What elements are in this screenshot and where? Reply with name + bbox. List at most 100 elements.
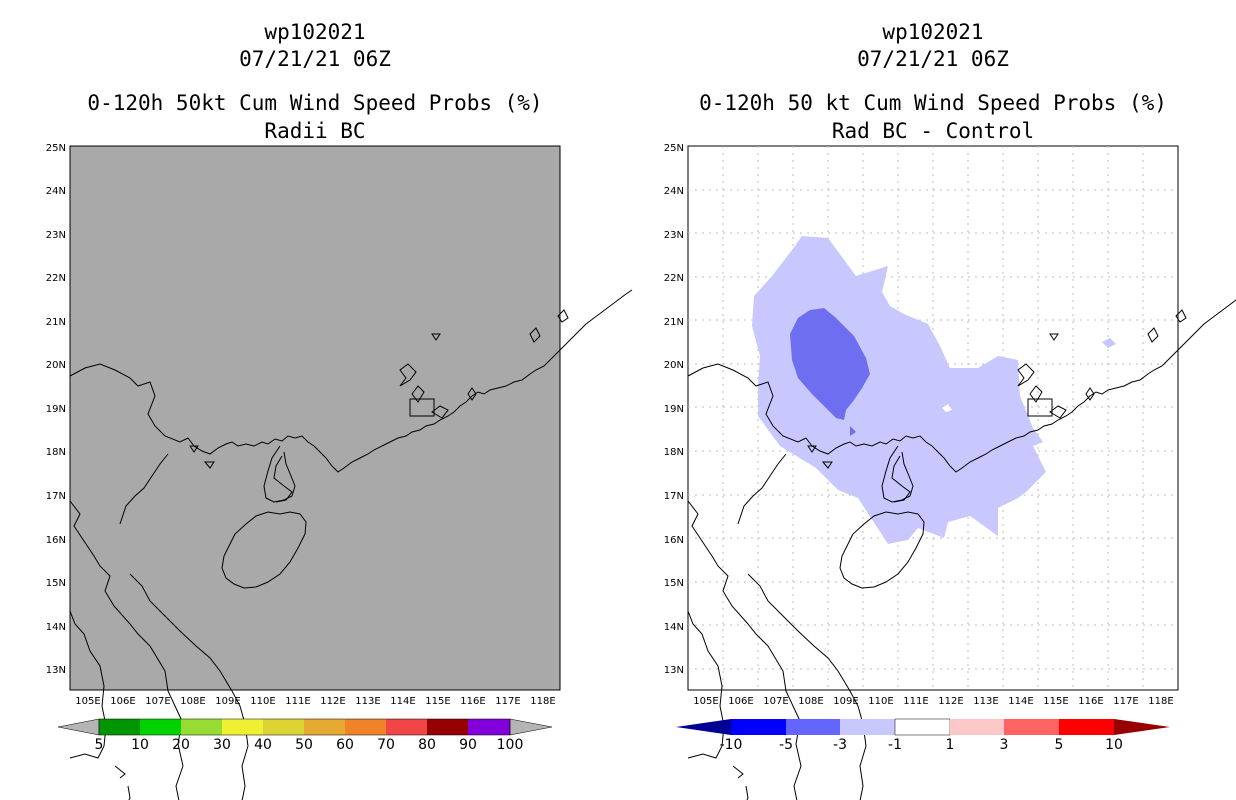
right-colorbar-label: 10: [1105, 737, 1123, 753]
left-colorbar-labels: 5 10 20 30 40 50 60 70 80 90 100: [95, 737, 524, 753]
right-lon-label: 108E: [798, 696, 823, 707]
left-map-panel: [69, 145, 633, 800]
right-lat-label: 18N: [664, 447, 684, 458]
right-colorbar-labels: -10 -5 -3 -1 1 3 5 10: [720, 737, 1123, 753]
left-colorbar-label: 50: [295, 737, 313, 753]
left-title-datetime: 07/21/21 06Z: [239, 47, 391, 71]
left-lon-label: 115E: [425, 696, 450, 707]
white-hole: [942, 404, 952, 412]
left-lon-label: 107E: [145, 696, 170, 707]
left-colorbar-swatch: [99, 719, 140, 735]
left-lon-label: 117E: [495, 696, 520, 707]
left-lon-label: 109E: [215, 696, 240, 707]
right-lat-label: 14N: [664, 622, 684, 633]
left-colorbar-swatch: [427, 719, 468, 735]
left-colorbar-swatch: [263, 719, 304, 735]
right-lat-label: 19N: [664, 404, 684, 415]
left-lat-label: 15N: [46, 578, 66, 589]
right-title-product: 0-120h 50 kt Cum Wind Speed Probs (%): [699, 91, 1167, 115]
right-title-subtitle: Rad BC - Control: [831, 119, 1035, 143]
right-colorbar-label: -1: [888, 737, 902, 753]
right-lat-label: 13N: [664, 665, 684, 676]
left-lon-labels: 105E 106E 107E 108E 109E 110E 111E 112E …: [75, 696, 555, 707]
left-colorbar-label: 5: [95, 737, 104, 753]
left-colorbar-label: 40: [254, 737, 272, 753]
right-lat-label: 24N: [664, 186, 684, 197]
left-lat-label: 20N: [46, 360, 66, 371]
left-colorbar-label: 100: [497, 737, 524, 753]
left-lon-label: 106E: [110, 696, 135, 707]
left-lon-label: 114E: [390, 696, 415, 707]
right-colorbar-swatch: [731, 719, 786, 735]
left-lon-label: 116E: [460, 696, 485, 707]
right-colorbar-label: -3: [833, 737, 847, 753]
right-lat-labels: 25N 24N 23N 22N 21N 20N 19N 18N 17N 16N …: [664, 143, 684, 676]
left-colorbar-label: 60: [336, 737, 354, 753]
left-colorbar-label: 70: [377, 737, 395, 753]
right-lat-label: 16N: [664, 535, 684, 546]
right-colorbar-label: -10: [720, 737, 743, 753]
right-colorbar-label: 1: [946, 737, 955, 753]
left-colorbar-label: 30: [213, 737, 231, 753]
left-lon-label: 118E: [530, 696, 555, 707]
right-lon-label: 107E: [763, 696, 788, 707]
right-colorbar-label: 5: [1055, 737, 1064, 753]
left-colorbar-label: 80: [418, 737, 436, 753]
right-lat-label: 20N: [664, 360, 684, 371]
left-lat-label: 18N: [46, 447, 66, 458]
left-lat-label: 24N: [46, 186, 66, 197]
right-map-panel: [687, 145, 1236, 800]
right-lon-label: 118E: [1148, 696, 1173, 707]
right-lon-label: 113E: [973, 696, 998, 707]
right-lon-label: 117E: [1113, 696, 1138, 707]
right-title-datetime: 07/21/21 06Z: [857, 47, 1009, 71]
right-lon-label: 112E: [938, 696, 963, 707]
right-lat-label: 23N: [664, 230, 684, 241]
right-colorbar-swatch: [1004, 719, 1059, 735]
right-lon-label: 114E: [1008, 696, 1033, 707]
right-colorbar-swatch: [840, 719, 895, 735]
left-colorbar-swatch: [304, 719, 345, 735]
left-title-product: 0-120h 50kt Cum Wind Speed Probs (%): [87, 91, 543, 115]
minus-three-to-minus-five-spot: [850, 426, 856, 436]
right-colorbar: [676, 718, 1170, 736]
left-lat-label: 19N: [46, 404, 66, 415]
left-colorbar-swatch: [140, 719, 181, 735]
right-lon-label: 105E: [693, 696, 718, 707]
right-colorbar-swatch: [894, 718, 951, 736]
right-lon-label: 111E: [903, 696, 928, 707]
right-colorbar-high-arrow: [1114, 719, 1170, 735]
right-lat-label: 15N: [664, 578, 684, 589]
left-lon-label: 112E: [320, 696, 345, 707]
left-colorbar-high-arrow: [509, 718, 553, 736]
left-colorbar-label: 20: [172, 737, 190, 753]
right-title-storm-id: wp102021: [882, 20, 984, 44]
left-lon-label: 113E: [355, 696, 380, 707]
minus-one-isolated-spot: [1102, 338, 1116, 348]
right-lon-labels: 105E 106E 107E 108E 109E 110E 111E 112E …: [693, 696, 1173, 707]
left-colorbar-swatch: [345, 719, 386, 735]
right-lat-label: 22N: [664, 273, 684, 284]
left-colorbar-label: 10: [131, 737, 149, 753]
left-title-storm-id: wp102021: [264, 20, 366, 44]
right-lon-label: 110E: [868, 696, 893, 707]
left-lon-label: 111E: [285, 696, 310, 707]
left-lon-label: 108E: [180, 696, 205, 707]
right-lon-label: 115E: [1043, 696, 1068, 707]
left-colorbar-swatch: [386, 719, 427, 735]
left-colorbar-swatch: [468, 719, 510, 735]
left-lat-label: 16N: [46, 535, 66, 546]
left-colorbar-label: 90: [459, 737, 477, 753]
minus-three-to-minus-five-contour: [790, 308, 870, 420]
left-map-background: [69, 145, 561, 691]
right-colorbar-label: -5: [779, 737, 793, 753]
right-lat-label: 17N: [664, 491, 684, 502]
right-lon-label: 106E: [728, 696, 753, 707]
right-colorbar-swatch: [786, 719, 840, 735]
left-colorbar-low-arrow: [57, 718, 100, 736]
left-lat-label: 17N: [46, 491, 66, 502]
left-colorbar: [57, 718, 553, 736]
left-lat-labels: 25N 24N 23N 22N 21N 20N 19N 18N 17N 16N …: [46, 143, 66, 676]
left-lat-label: 21N: [46, 317, 66, 328]
